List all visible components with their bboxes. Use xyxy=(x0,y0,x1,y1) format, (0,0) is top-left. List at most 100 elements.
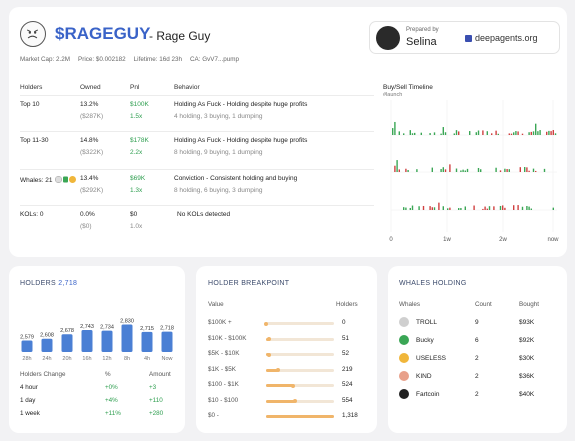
timeline-bar xyxy=(513,205,515,210)
timeline-bar xyxy=(458,131,460,135)
breakpoint-bar-fill xyxy=(266,399,295,403)
timeline-bar xyxy=(504,168,506,172)
row-pnl-multiplier: 2.2x xyxy=(130,149,143,156)
timeline-bar xyxy=(431,207,433,210)
timeline-bar xyxy=(444,132,447,135)
breakpoint-bar-dot xyxy=(291,383,296,388)
timeline-bar xyxy=(409,207,411,210)
timeline-bar xyxy=(392,128,394,135)
holders-bar xyxy=(161,331,173,352)
timeline-bar xyxy=(508,169,510,172)
amount-header: Amount xyxy=(149,371,171,378)
whale-count: 6 xyxy=(475,337,479,344)
useless-coin-icon xyxy=(399,353,409,363)
timeline-bar xyxy=(444,169,447,172)
holders-x-tick: 8h xyxy=(124,356,130,362)
breakpoint-range: $0 - xyxy=(208,412,219,419)
timeline-bar xyxy=(486,131,488,135)
timeline-bar xyxy=(455,130,458,135)
holders-x-tick: 28h xyxy=(22,356,31,362)
brand-link[interactable]: deepagents.org xyxy=(465,33,538,43)
timeline-bar xyxy=(464,206,466,210)
timeline-bar xyxy=(433,132,436,135)
breakpoint-holders: 51 xyxy=(342,334,350,342)
row-owned: 14.8% xyxy=(80,137,99,144)
timeline-bar xyxy=(515,131,517,135)
pct-header: % xyxy=(105,371,111,378)
col-behavior: Behavior xyxy=(174,84,200,91)
breakpoint-bar xyxy=(266,399,334,403)
holders-bar-label: 2,608 xyxy=(40,333,54,339)
contract-address[interactable]: CA: GvV7...pump xyxy=(189,56,239,63)
row-detail: 8 holding, 9 buying, 1 dumping xyxy=(174,149,263,156)
row-behavior: Conviction - Consistent holding and buyi… xyxy=(174,175,298,182)
holder-breakpoint-card: HOLDER BREAKPOINT Value Holders $100K + 0… xyxy=(196,266,377,433)
breakpoint-bar-dot xyxy=(275,368,280,372)
timeline-bar xyxy=(469,131,471,135)
timeline-bar xyxy=(528,170,530,172)
timeline-bar xyxy=(455,168,458,172)
whale-count: 9 xyxy=(475,319,479,326)
row-behavior: Holding As Fuck - Holding despite huge p… xyxy=(174,101,308,108)
timeline-subtitle: #launch xyxy=(383,92,403,98)
row-owned-usd: ($287K) xyxy=(80,113,104,120)
timeline-bar xyxy=(535,170,537,172)
timeline-bar xyxy=(484,206,486,210)
holders-change-header: Holders Change xyxy=(20,371,66,378)
timeline-bar xyxy=(530,208,532,210)
whale-token-icons xyxy=(55,175,77,184)
whales-label: Whales: 21 xyxy=(20,177,53,184)
timeline-bar xyxy=(517,131,519,135)
breakpoint-bar-fill xyxy=(266,384,294,387)
row-owned: 13.4% xyxy=(80,175,99,182)
whales-header: Whales xyxy=(399,301,420,308)
change-period: 1 week xyxy=(20,410,40,417)
divider xyxy=(20,131,374,132)
row-detail: 4 holding, 3 buying, 1 dumping xyxy=(174,113,263,120)
rage-guy-logo-icon xyxy=(20,21,46,47)
timeline-bar xyxy=(526,167,528,172)
holders-count: 2,718 xyxy=(58,280,78,287)
holders-header: Holders xyxy=(336,301,358,308)
breakpoint-bar-fill xyxy=(266,368,278,372)
timeline-bar xyxy=(535,123,537,135)
timeline-bar xyxy=(508,133,510,135)
holders-x-tick: 16h xyxy=(82,356,91,362)
timeline-x-tick: now xyxy=(547,237,559,243)
timeline-bar xyxy=(429,133,431,135)
breakpoint-bar xyxy=(266,415,334,418)
change-pct: +4% xyxy=(105,397,118,404)
row-detail: 8 holding, 6 buying, 3 dumping xyxy=(174,187,263,194)
holders-x-tick: 24h xyxy=(42,356,51,362)
timeline-bar xyxy=(497,133,499,135)
holders-bar xyxy=(41,338,53,352)
holders-bar xyxy=(141,331,153,352)
holders-card: HOLDERS 2,718 2,579 28h 2,608 24h 2,678 20h 2,… xyxy=(9,266,185,433)
prepared-by-label: Prepared by xyxy=(406,27,439,33)
lifetime: Lifetime: 16d 23h xyxy=(133,56,182,63)
breakpoint-bar xyxy=(266,383,334,388)
breakpoint-title: HOLDER BREAKPOINT xyxy=(208,280,290,287)
timeline-bar xyxy=(462,169,464,172)
timeline-bar xyxy=(429,206,431,210)
whale-name: KIND xyxy=(416,373,432,380)
timeline-bar xyxy=(442,127,444,135)
row-label: Whales: 21 xyxy=(20,175,77,184)
holders-x-tick: 4h xyxy=(144,356,150,362)
timeline-bar xyxy=(506,169,508,172)
timeline-bar xyxy=(521,206,524,210)
timeline-bar xyxy=(420,132,422,135)
change-pct: +11% xyxy=(105,410,121,417)
timeline-x-tick: 0 xyxy=(389,237,393,243)
timeline-bar xyxy=(398,169,400,172)
whale-count: 2 xyxy=(475,355,479,362)
timeline-bar xyxy=(499,170,502,172)
breakpoint-bar-dot xyxy=(266,337,271,341)
timeline-bar xyxy=(539,130,541,135)
timeline-bar xyxy=(411,205,414,210)
breakpoint-bar-dot xyxy=(264,321,268,326)
bucky-icon xyxy=(399,335,409,345)
timeline-bar xyxy=(528,132,530,135)
timeline-bar xyxy=(405,207,407,210)
whale-name: Fartcoin xyxy=(416,391,440,398)
